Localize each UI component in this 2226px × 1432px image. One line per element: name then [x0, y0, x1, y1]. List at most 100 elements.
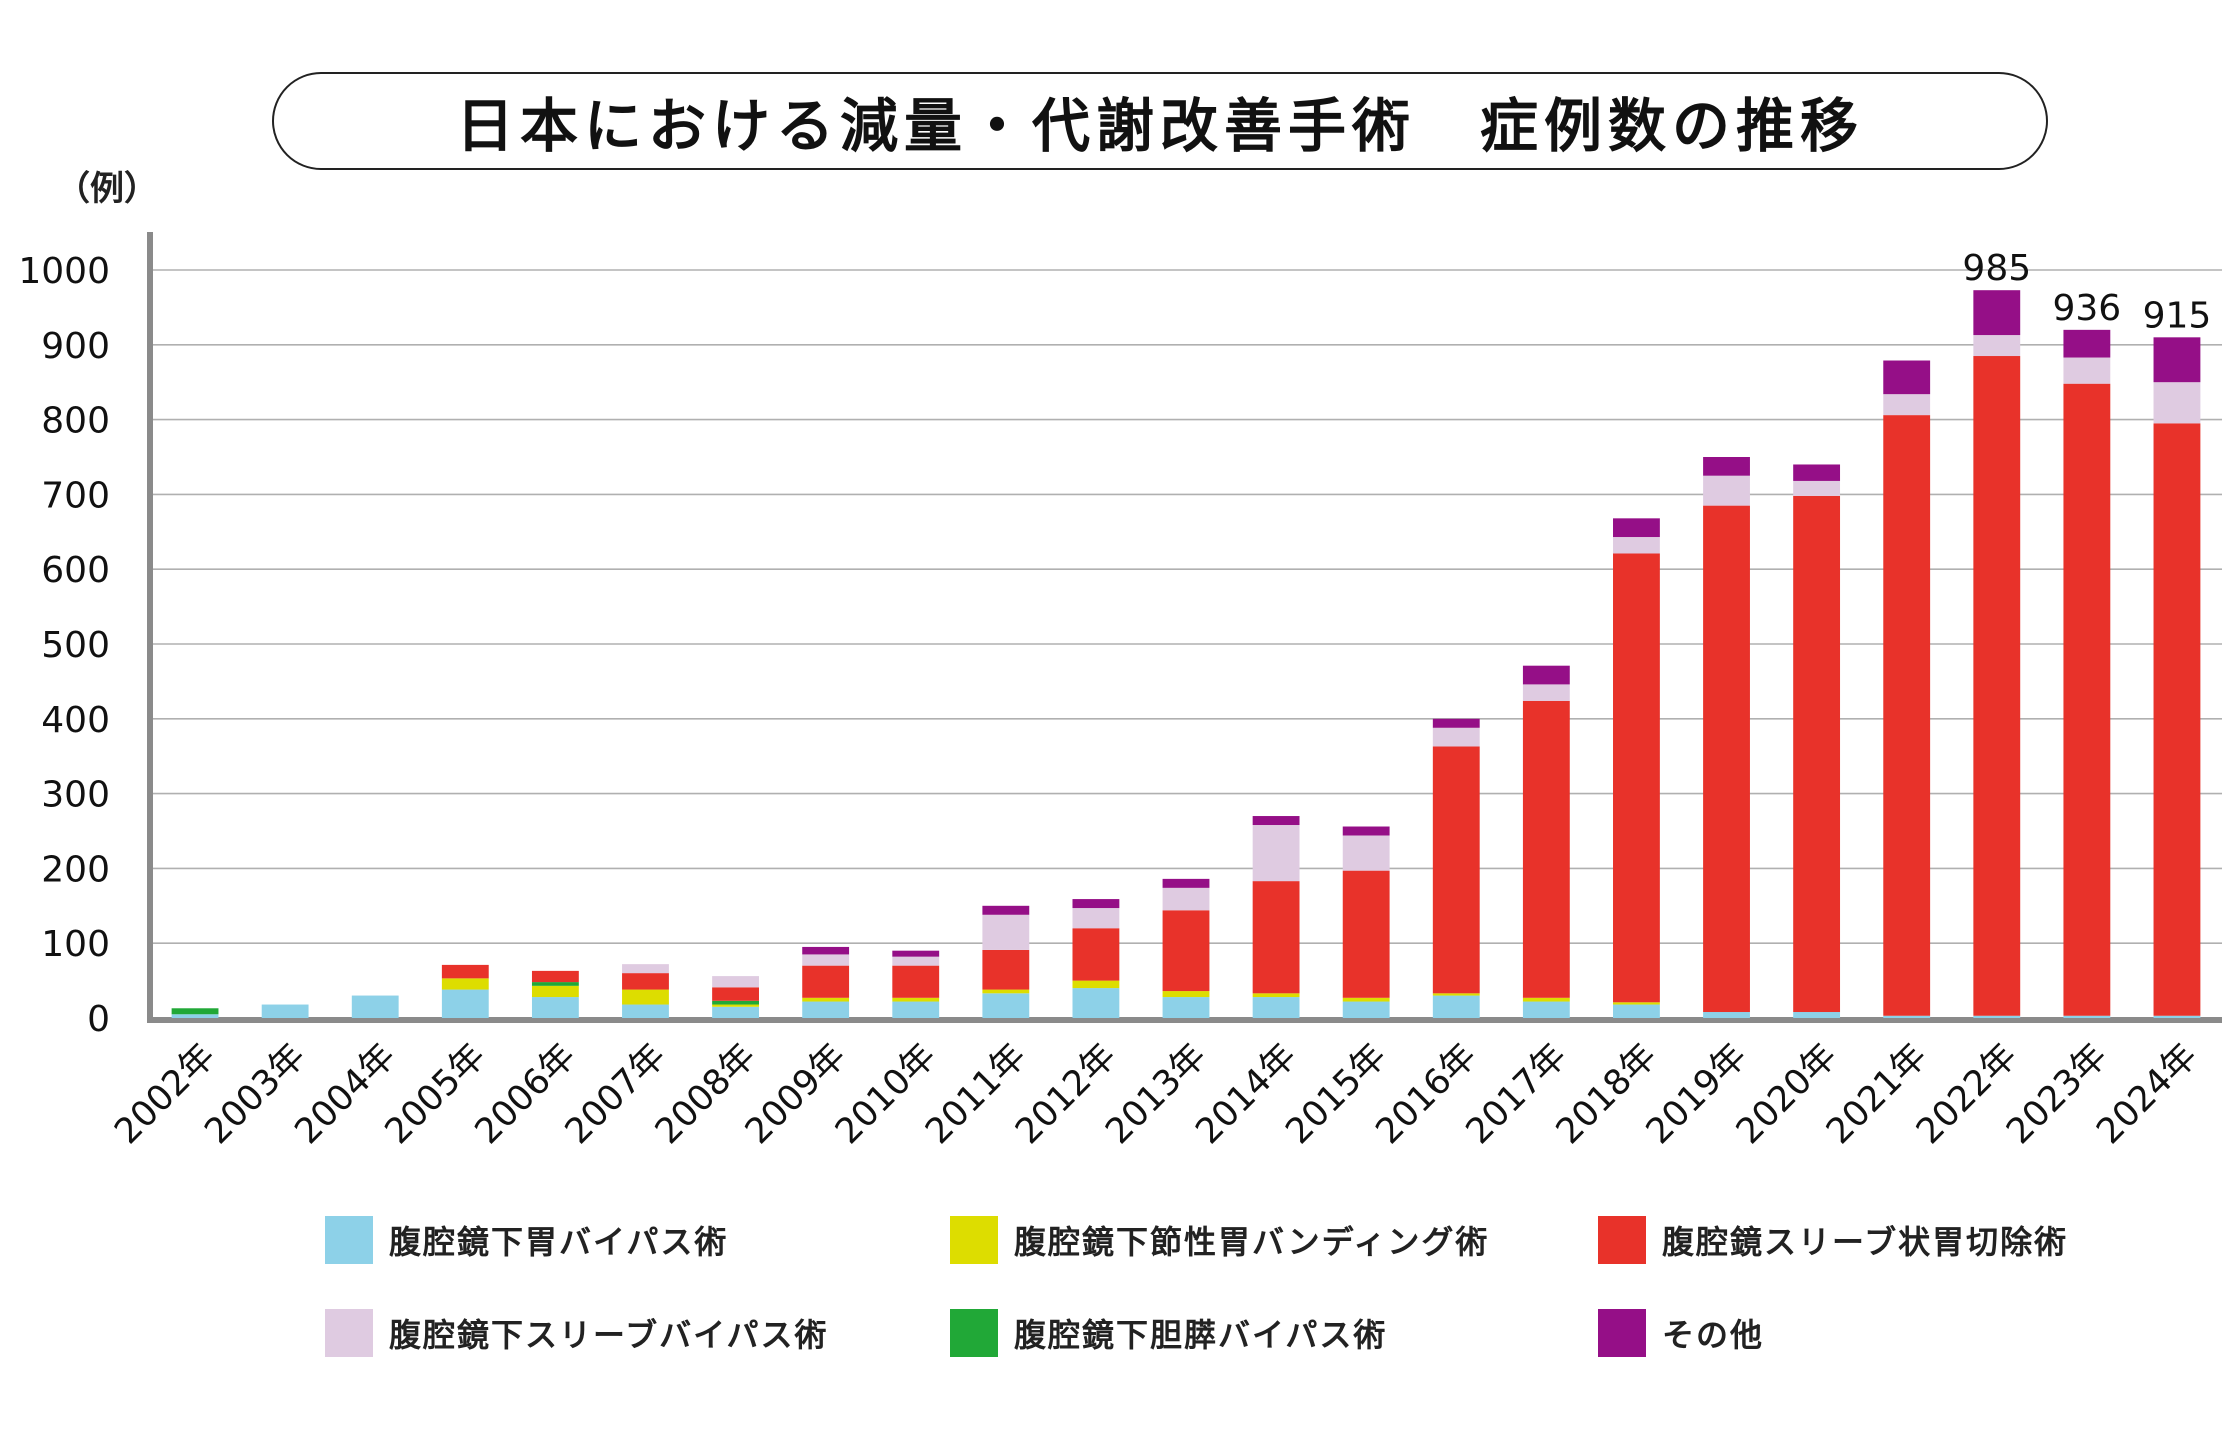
bar-segment: [2153, 337, 2201, 383]
bar-segment: [802, 954, 850, 966]
bar-segment: [1342, 870, 1390, 998]
bar-segment: [1432, 727, 1480, 747]
legend-swatch: [950, 1216, 998, 1264]
bar-segment: [1522, 700, 1570, 998]
legend-item: 腹腔鏡下胃バイパス術: [325, 1216, 728, 1264]
bar-segment: [1522, 997, 1570, 1002]
total-data-label: 936: [2053, 288, 2122, 329]
bar-segment: [802, 946, 850, 955]
bar-segment: [712, 1004, 759, 1007]
bar-segment: [622, 964, 669, 974]
bar-segment: [1252, 993, 1300, 998]
total-data-label: 985: [1962, 248, 2031, 289]
y-tick-label: 200: [41, 849, 110, 890]
bar-segment: [1613, 1002, 1660, 1005]
bar-segment: [1342, 826, 1390, 836]
x-tick-label: 2015年: [1279, 1036, 1395, 1152]
bar-segment: [1522, 1001, 1570, 1018]
x-tick-label: 2011年: [918, 1036, 1034, 1152]
legend-label: 腹腔鏡下胆膵バイパス術: [1014, 1316, 1388, 1354]
legend-label: その他: [1662, 1316, 1765, 1354]
bar-segment: [892, 950, 940, 957]
x-tick-label: 2017年: [1459, 1036, 1575, 1152]
x-tick-label: 2023年: [1999, 1036, 2115, 1152]
bar-segment: [1613, 518, 1660, 538]
bar-segment: [1613, 553, 1660, 1003]
bar-segment: [1613, 537, 1660, 554]
chart-title: 日本における減量・代謝改善手術 症例数の推移: [455, 92, 1864, 160]
bar-segment: [1162, 997, 1210, 1018]
bar-segment: [1072, 980, 1120, 989]
bar-segment: [531, 970, 579, 983]
bar-segment: [441, 978, 489, 990]
bar-segment: [1342, 1001, 1390, 1018]
bar-segment: [892, 997, 940, 1002]
x-tick-label: 2018年: [1549, 1036, 1665, 1152]
bar-segment: [982, 914, 1030, 950]
legend-label: 腹腔鏡下節性胃バンディング術: [1014, 1223, 1490, 1261]
bar-segment: [1072, 928, 1120, 981]
total-data-label: 915: [2143, 295, 2212, 336]
bar-segment: [892, 1001, 940, 1018]
legend-swatch: [325, 1309, 373, 1357]
x-tick-label: 2006年: [468, 1036, 584, 1152]
bar-segment: [1252, 997, 1300, 1018]
bar-segment: [1432, 993, 1480, 996]
bar-segment: [1883, 1015, 1931, 1018]
bar-segment: [1072, 899, 1120, 909]
bar-segment: [531, 997, 579, 1018]
bar-segment: [1522, 665, 1570, 685]
x-tick-label: 2008年: [648, 1036, 764, 1152]
bar-segment: [171, 1014, 219, 1018]
bar-segment: [1703, 1012, 1750, 1018]
bar-segment: [1883, 394, 1931, 416]
legend-item: 腹腔鏡下スリーブバイパス術: [325, 1309, 828, 1357]
bar-segment: [1973, 1015, 2021, 1018]
x-tick-label: 2002年: [107, 1036, 223, 1152]
legend-item: 腹腔鏡スリーブ状胃切除術: [1598, 1216, 2068, 1264]
bar-segment: [622, 1004, 669, 1018]
bar-segment: [1432, 746, 1480, 994]
bar-segment: [712, 1000, 759, 1005]
bar-segment: [2063, 383, 2111, 1016]
bar-segment: [531, 982, 579, 986]
x-tick-label: 2010年: [828, 1036, 944, 1152]
bar-segment: [1793, 495, 1841, 1013]
bar-segment: [1703, 505, 1750, 1013]
legend-swatch: [325, 1216, 373, 1264]
x-tick-label: 2003年: [197, 1036, 313, 1152]
bar-segment: [531, 985, 579, 998]
y-tick-label: 1000: [18, 251, 110, 292]
y-tick-label: 300: [41, 775, 110, 816]
bar-segment: [261, 1004, 309, 1018]
bar-segment: [1342, 997, 1390, 1002]
y-tick-label: 400: [41, 700, 110, 741]
bar-segment: [1072, 988, 1120, 1018]
legend-swatch: [1598, 1309, 1646, 1357]
y-tick-label: 700: [41, 475, 110, 516]
bar-segment: [1252, 825, 1300, 882]
bar-segment: [892, 965, 940, 998]
bar-segment: [171, 1008, 219, 1015]
x-tick-label: 2024年: [2089, 1036, 2205, 1152]
x-tick-label: 2004年: [288, 1036, 404, 1152]
bar-segment: [982, 949, 1030, 990]
legend-item: 腹腔鏡下胆膵バイパス術: [950, 1309, 1387, 1357]
bar-segment: [1703, 457, 1750, 476]
x-tick-label: 2022年: [1909, 1036, 2025, 1152]
bar-segment: [1342, 835, 1390, 871]
bar-segment: [1072, 908, 1120, 929]
x-tick-label: 2009年: [738, 1036, 854, 1152]
bar-segment: [892, 956, 940, 966]
y-tick-label: 800: [41, 401, 110, 442]
bar-segment: [802, 1001, 850, 1018]
legend-label: 腹腔鏡下スリーブバイパス術: [389, 1316, 829, 1354]
y-axis-unit-label: （例）: [56, 169, 158, 209]
bar-segment: [712, 1006, 759, 1018]
bar-segment: [622, 973, 669, 990]
bar-segment: [712, 987, 759, 1001]
x-tick-label: 2013年: [1098, 1036, 1214, 1152]
bar-segment: [1793, 480, 1841, 496]
bar-segment: [802, 965, 850, 998]
